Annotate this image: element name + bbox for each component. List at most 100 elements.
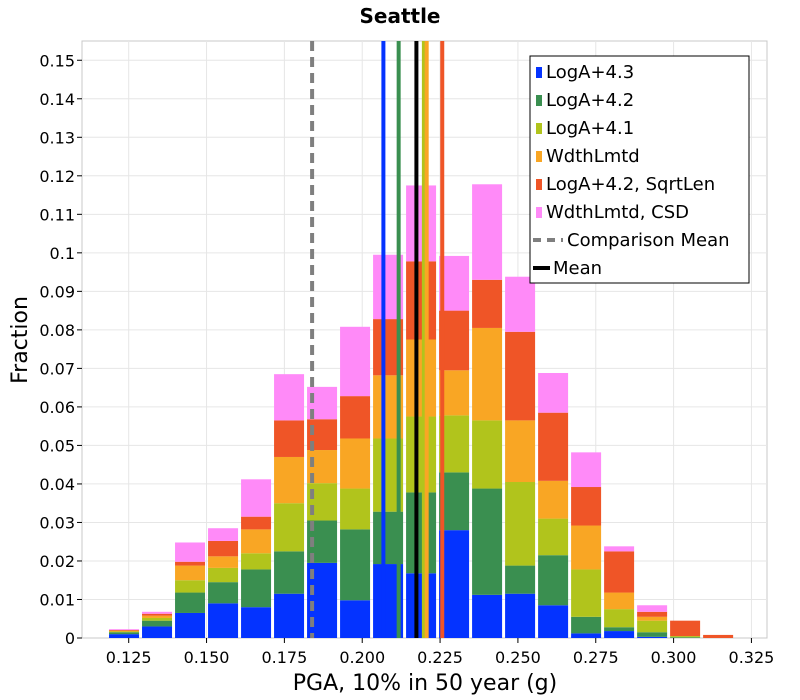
bar-segment-loga-4-1 [505,482,536,566]
legend-swatch [536,179,542,190]
legend-label: LogA+4.1 [546,118,634,139]
x-tick-label: 0.175 [261,648,307,667]
legend-swatch [536,123,542,134]
bar-segment-loga-4-3 [142,626,173,638]
bar-segment-wdthlmtd [208,556,239,568]
bar-segment-loga-4-2 [406,492,437,574]
bar-segment-loga-4-2 [208,582,239,604]
bar-segment-loga-4-3 [472,594,503,638]
bar-segment-loga-4-2 [505,565,536,594]
y-tick-label: 0.01 [39,590,75,609]
y-tick-label: 0.08 [39,321,75,340]
bar-segment-loga-4-1 [538,518,569,556]
bar-segment-loga-4-1 [670,636,701,638]
bar-segment-loga-4-1 [472,420,503,489]
bar-segment-loga-4-2-sqrtlen [670,620,701,637]
legend-label: LogA+4.2, SqrtLen [546,174,715,195]
bar-segment-wdthlmtd [175,565,206,581]
bar-segment-wdthlmtd-csd [208,528,239,541]
bar-segment-loga-4-2 [571,616,602,634]
bar-segment-wdthlmtd [472,327,503,421]
bar-segment-loga-4-2-sqrtlen [538,412,569,481]
bar-segment-loga-4-2 [604,627,635,632]
legend-swatch [536,95,542,106]
bar-segment-loga-4-2-sqrtlen [142,613,173,616]
bar-segment-loga-4-1 [109,631,140,633]
bar-segment-wdthlmtd-csd [340,326,371,397]
x-tick-label: 0.300 [651,648,697,667]
bar-segment-loga-4-2-sqrtlen [505,331,536,421]
bar-segment-wdthlmtd [241,529,272,554]
bar-segment-loga-4-2 [472,488,503,595]
bar-segment-loga-4-1 [274,503,305,552]
bar-segment-wdthlmtd-csd [472,184,503,280]
bar-segment-loga-4-1 [604,609,635,628]
bar-segment-loga-4-3 [340,600,371,638]
bar-segment-loga-4-3 [109,634,140,638]
legend-swatch [536,151,542,162]
bar-segment-loga-4-1 [175,580,206,593]
bar-segment-wdthlmtd-csd [538,373,569,413]
bar-segment-loga-4-3 [241,607,272,638]
bar-segment-loga-4-2-sqrtlen [175,561,206,566]
bar-segment-loga-4-2 [274,551,305,594]
x-tick-label: 0.325 [729,648,775,667]
bar-segment-wdthlmtd [637,616,668,621]
bar-segment-wdthlmtd [340,438,371,489]
bar-segment-loga-4-3 [175,612,206,638]
bar-segment-loga-4-3 [637,636,668,638]
bar-segment-loga-4-1 [637,620,668,633]
bar-segment-loga-4-2-sqrtlen [571,487,602,526]
bar-segment-loga-4-3 [604,631,635,638]
y-tick-label: 0.06 [39,398,75,417]
legend-box [529,55,750,284]
x-axis-title: PGA, 10% in 50 year (g) [293,671,557,696]
bar-segment-loga-4-3 [274,593,305,638]
y-tick-label: 0.07 [39,359,75,378]
bar-segment-loga-4-1 [406,416,437,493]
legend-label: LogA+4.2 [546,90,634,111]
legend-label-comparison-mean: Comparison Mean [567,230,730,251]
bar-segment-wdthlmtd [571,525,602,570]
bar-segment-wdthlmtd [604,592,635,610]
x-tick-label: 0.150 [184,648,230,667]
x-tick-label: 0.275 [573,648,619,667]
bar-segment-wdthlmtd-csd [505,276,536,332]
bar-segment-loga-4-2 [142,620,173,627]
y-tick-label: 0.05 [39,436,75,455]
bar-segment-loga-4-1 [340,488,371,530]
x-tick-label: 0.125 [106,648,152,667]
y-tick-label: 0.15 [39,51,75,70]
bar-segment-loga-4-3 [505,593,536,638]
bar-segment-loga-4-2 [241,569,272,608]
y-tick-label: 0.09 [39,282,75,301]
bar-segment-wdthlmtd [109,630,140,632]
bar-segment-loga-4-2-sqrtlen [472,279,503,328]
bar-segment-loga-4-1 [208,567,239,583]
bar-segment-loga-4-1 [142,617,173,621]
y-tick-label: 0.14 [39,90,75,109]
legend: LogA+4.3 LogA+4.2 LogA+4.1 WdthLmtd LogA+4.2… [529,55,750,284]
bar-segment-wdthlmtd-csd [142,611,173,614]
x-tick-label: 0.250 [495,648,541,667]
bar-segment-loga-4-2-sqrtlen [703,634,734,638]
bar-segment-loga-4-2-sqrtlen [406,261,437,340]
bar-segment-loga-4-3 [406,573,437,638]
bar-segment-loga-4-3 [571,633,602,638]
bar-segment-loga-4-3 [538,605,569,638]
x-axis-ticks: 0.125 0.150 0.175 0.200 0.225 0.250 0.275 0.300… [106,638,775,667]
y-tick-label: 0.04 [39,475,75,494]
bar-segment-loga-4-2 [340,529,371,601]
bar-segment-loga-4-2-sqrtlen [241,516,272,530]
bar-segment-wdthlmtd-csd [406,185,437,262]
bar-segment-loga-4-2 [109,632,140,635]
bar-segment-loga-4-1 [241,553,272,570]
y-tick-label: 0.1 [50,244,75,263]
y-tick-label: 0.11 [39,205,75,224]
y-tick-label: 0.13 [39,128,75,147]
bar-segment-wdthlmtd [538,480,569,519]
y-tick-label: 0.12 [39,167,75,186]
y-tick-label: 0.03 [39,513,75,532]
bar-segment-wdthlmtd-csd [637,605,668,612]
